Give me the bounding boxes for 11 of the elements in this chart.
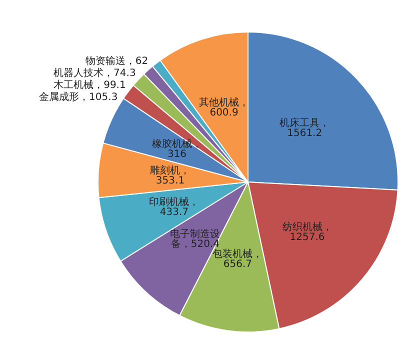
slice-label: 机床工具，1561.2 — [280, 116, 330, 139]
slice-label: 纺织机械，1257.6 — [282, 221, 332, 244]
slice-label: 木工机械，99.1 — [54, 79, 126, 92]
slice-label: 其他机械，600.9 — [199, 96, 250, 118]
slice-label: 雕刻机，353.1 — [150, 164, 190, 186]
slice-label: 金属成形，105.3 — [39, 91, 118, 104]
slice-label: 印刷机械，433.7 — [149, 196, 200, 218]
slice-label: 橡胶机械，316 — [152, 138, 202, 160]
slice-label: 物资输送，62 — [85, 55, 148, 68]
slice-label: 机器人技术，74.3 — [54, 67, 136, 80]
slice-label: 包装机械，656.7 — [212, 248, 263, 270]
